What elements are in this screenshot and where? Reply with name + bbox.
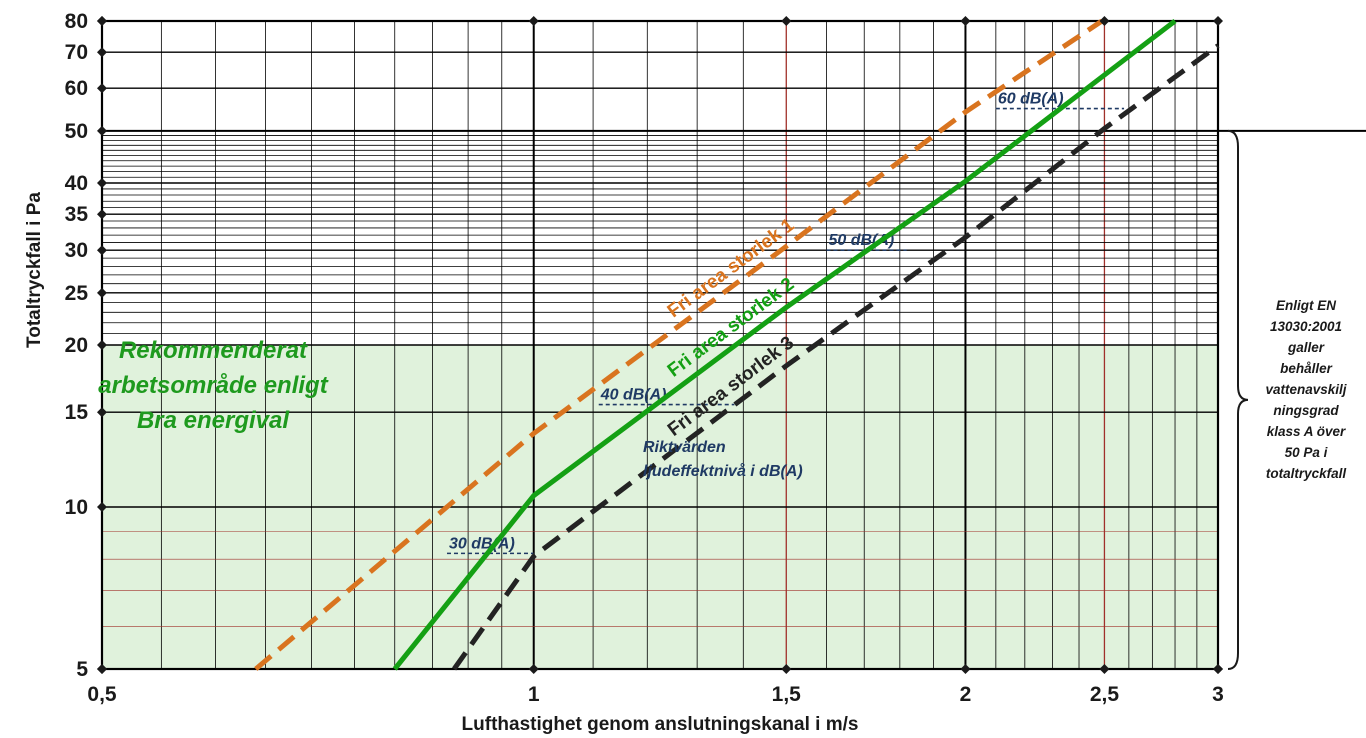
y-axis-marker (97, 407, 107, 418)
y-tick-label: 15 (65, 401, 89, 424)
y-axis-marker (97, 245, 107, 256)
y-tick-label: 30 (65, 239, 88, 262)
x-axis-title: Lufthastighet genom anslutningskanal i m… (462, 714, 859, 735)
x-tick-label: 2,5 (1090, 683, 1120, 706)
side-note-label: totaltryckfall (1266, 466, 1347, 481)
y-tick-label: 70 (65, 41, 88, 64)
x-axis-marker (1213, 664, 1223, 674)
y-axis-marker (97, 178, 107, 188)
sound-level-label: 30 dB(A) (449, 535, 515, 552)
x-tick-label: 3 (1212, 683, 1224, 706)
x-top-marker (97, 16, 107, 26)
labels: Lufthastighet genom anslutningskanal i m… (24, 129, 1347, 735)
y-tick-label: 10 (65, 496, 88, 519)
x-top-marker (528, 16, 539, 26)
y-axis-marker (97, 83, 107, 94)
y-axis-marker (97, 287, 107, 298)
y-axis-marker (97, 209, 107, 220)
side-note-label: ningsgrad (1273, 403, 1339, 418)
y-tick-label: 40 (65, 172, 88, 195)
x-axis-marker (97, 664, 107, 674)
side-note-label: Enligt EN (1276, 298, 1336, 313)
series-label-1: Fri area storlek 1 (664, 214, 799, 322)
side-note-label: 50 Pa i (1285, 445, 1328, 460)
sound-note-label: Riktvärden (643, 439, 726, 456)
x-axis-marker (528, 664, 539, 674)
x-top-marker (1213, 16, 1223, 26)
series-line-3 (452, 43, 1220, 671)
tick-labels: 5 10 15 20 25 30 35 40 50 60 70 80 0,5 1 1,5 2 2,5 3 (65, 10, 1224, 706)
x-axis-marker (960, 664, 971, 674)
side-note-label: galler (1287, 340, 1325, 355)
y-axis-marker (97, 125, 107, 136)
x-axis-marker (1099, 664, 1110, 674)
x-top-marker (1099, 16, 1110, 26)
y-tick-label: 20 (65, 334, 88, 357)
x-top-marker (960, 16, 971, 26)
x-axis-marker (781, 664, 792, 674)
grid (100, 19, 1366, 671)
recommended-region-label: Bra energival (137, 407, 290, 434)
side-note-label: 13030:2001 (1270, 319, 1342, 334)
sound-level-label: 40 dB(A) (600, 387, 667, 404)
side-note-label: behåller (1280, 361, 1333, 376)
y-axis-marker (97, 340, 107, 350)
x-tick-label: 2 (960, 683, 972, 706)
sound-level-label: 60 dB(A) (998, 91, 1064, 108)
tick-markers (97, 16, 1223, 674)
recommended-region-label: Rekommenderat (119, 337, 308, 364)
y-tick-label: 80 (65, 10, 88, 33)
series-line-1 (254, 18, 1104, 671)
y-axis-marker (97, 47, 107, 58)
recommended-region-label: arbetsområde enligt (98, 372, 328, 399)
x-tick-label: 1,5 (772, 683, 802, 706)
x-tick-label: 0,5 (87, 683, 117, 706)
y-axis-marker (97, 502, 107, 512)
y-tick-label: 35 (65, 203, 89, 226)
x-tick-label: 1 (528, 683, 540, 706)
y-axis-title: Totaltryckfall i Pa (24, 192, 45, 348)
sound-note-label: ljudeffektnivå i dB(A) (643, 462, 803, 480)
y-tick-label: 25 (65, 282, 89, 305)
y-tick-label: 50 (65, 120, 88, 143)
side-note-label: vattenavskilj (1265, 382, 1346, 397)
side-note-label: klass A över (1267, 424, 1346, 439)
series-line-2 (392, 19, 1177, 671)
side-brace (1227, 129, 1249, 670)
y-tick-label: 60 (65, 77, 88, 100)
x-top-marker (781, 16, 792, 26)
y-tick-label: 5 (76, 658, 88, 681)
